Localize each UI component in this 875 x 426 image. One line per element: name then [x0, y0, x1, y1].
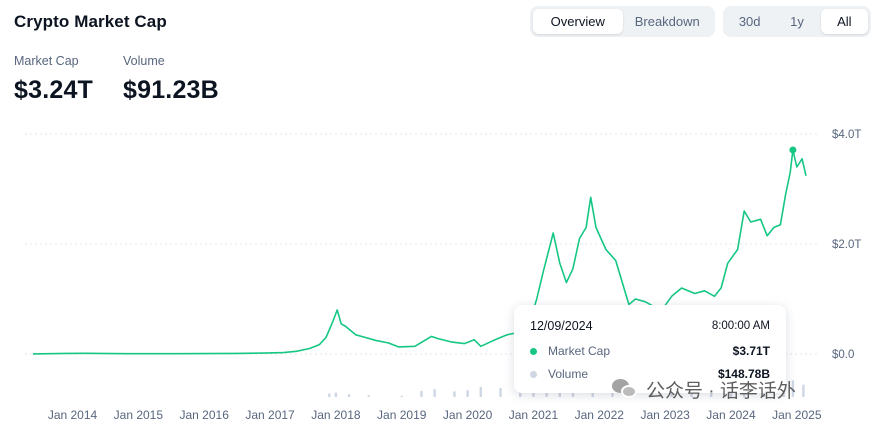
- x-tick-label: Jan 2018: [311, 408, 361, 422]
- tooltip-volume-label: Volume: [548, 367, 589, 381]
- y-tick-label: $0.0: [832, 349, 854, 361]
- view-toggle: Overview Breakdown: [530, 6, 715, 37]
- range-30d-button[interactable]: 30d: [738, 14, 761, 29]
- x-tick-label: Jan 2025: [772, 408, 822, 422]
- x-tick-label: Jan 2022: [575, 408, 625, 422]
- x-axis-ticks: Jan 2014 Jan 2015 Jan 2016 Jan 2017 Jan 2018…: [48, 408, 822, 422]
- tooltip-row-market-cap: Market Cap $3.71T: [530, 343, 770, 361]
- x-tick-label: Jan 2016: [180, 408, 230, 422]
- tooltip-time: 8:00:00 AM: [711, 320, 770, 332]
- tab-breakdown[interactable]: Breakdown: [634, 14, 700, 29]
- volume-bar: [453, 391, 456, 397]
- volume-bar: [670, 389, 673, 397]
- x-tick-label: Jan 2014: [48, 408, 98, 422]
- volume-bar: [347, 394, 351, 397]
- volume-bar: [400, 395, 403, 397]
- x-tick-label: Jan 2020: [443, 408, 493, 422]
- x-tick-label: Jan 2015: [114, 408, 164, 422]
- watermark: 公众号 · 话李话外: [612, 374, 796, 404]
- tooltip-row-volume: Volume $148.78B: [530, 366, 770, 384]
- x-tick-label: Jan 2024: [706, 408, 756, 422]
- range-1y-button[interactable]: 1y: [790, 14, 804, 29]
- volume-dot-icon: [530, 371, 537, 378]
- volume-bar: [466, 390, 469, 397]
- watermark-text: 公众号 · 话李话外: [646, 380, 796, 402]
- tooltip-market-cap-value: $3.71T: [732, 344, 770, 358]
- tab-overview[interactable]: Overview: [533, 9, 623, 34]
- x-tick-label: Jan 2021: [509, 408, 559, 422]
- market-cap-value: $3.24T: [14, 76, 94, 104]
- volume-bar: [328, 393, 331, 397]
- y-tick-label: $4.0T: [832, 129, 861, 141]
- range-toggle: 30d 1y All: [723, 6, 871, 37]
- tooltip-volume-value: $148.78B: [717, 367, 770, 381]
- page-title: Crypto Market Cap: [14, 12, 167, 31]
- market-cap-label: Market Cap: [14, 54, 79, 68]
- volume-bar: [433, 389, 436, 397]
- volume-bar: [791, 380, 795, 397]
- volume-bar: [690, 390, 693, 397]
- x-tick-label: Jan 2017: [245, 408, 295, 422]
- wechat-icon: [612, 378, 638, 400]
- range-all-button[interactable]: All: [820, 9, 868, 34]
- y-tick-label: $2.0T: [832, 239, 861, 251]
- chart-tooltip: 12/09/2024 8:00:00 AM Market Cap $3.71T …: [514, 305, 786, 393]
- volume-bar: [367, 395, 371, 397]
- tooltip-date: 12/09/2024: [530, 319, 593, 333]
- volume-bar: [499, 388, 502, 397]
- highlight-point[interactable]: [789, 146, 797, 154]
- volume-label: Volume: [123, 54, 165, 68]
- tooltip-market-cap-label: Market Cap: [548, 344, 611, 358]
- volume-bar: [334, 392, 338, 397]
- volume-bar: [420, 390, 423, 397]
- volume-bar: [802, 384, 805, 397]
- volume-value: $91.23B: [123, 76, 219, 104]
- market-cap-dot-icon: [530, 348, 537, 355]
- x-tick-label: Jan 2023: [640, 408, 690, 422]
- market-cap-line: [32, 149, 807, 355]
- x-tick-label: Jan 2019: [377, 408, 427, 422]
- volume-bar: [710, 390, 713, 397]
- volume-bar: [479, 386, 482, 397]
- y-axis-ticks: $0.0 $2.0T $4.0T: [832, 129, 861, 361]
